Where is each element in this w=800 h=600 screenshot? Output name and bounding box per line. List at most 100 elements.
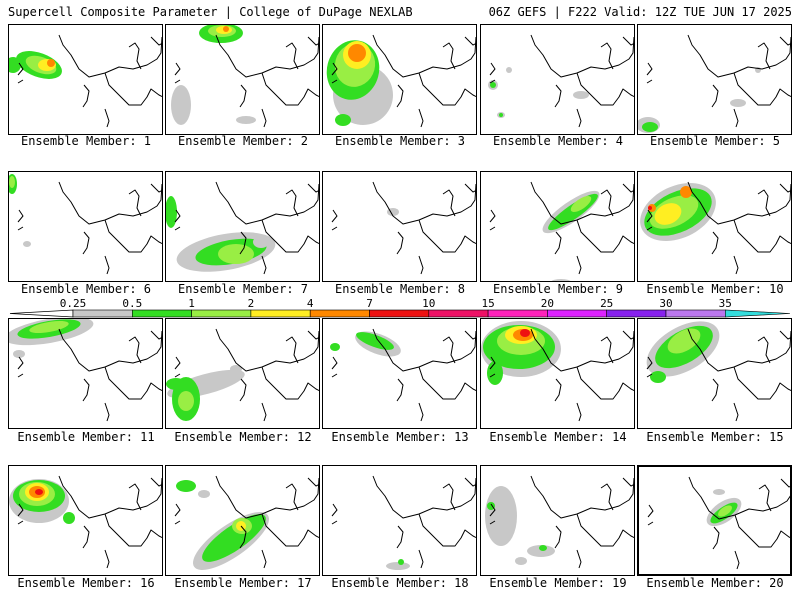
ensemble-member-label: Ensemble Member: 13: [331, 430, 469, 444]
coastline-segment: [239, 525, 247, 549]
coastline-segment: [576, 549, 582, 569]
coastline-outline: [174, 475, 319, 569]
coastline-outline: [331, 181, 476, 275]
coastline-segment: [530, 34, 634, 78]
ensemble-member-label: Ensemble Member: 5: [649, 134, 781, 148]
map-canvas: [647, 476, 790, 570]
ensemble-member-label: Ensemble Member: 4: [492, 134, 624, 148]
ensemble-map-panel: [165, 465, 320, 576]
scp-contour-fill: [539, 545, 547, 551]
scp-contour-fill: [485, 486, 517, 546]
coastline-segment: [150, 183, 162, 193]
coastline-segment: [554, 378, 562, 402]
scp-contour-fill: [551, 279, 571, 281]
colorbar-tick-label: 0.25: [60, 298, 87, 310]
coastline-segment: [128, 42, 142, 70]
scp-contour-fill: [490, 82, 496, 88]
map-canvas: [485, 475, 634, 569]
coastline-segment: [554, 525, 562, 549]
ensemble-member-label: Ensemble Member: 16: [17, 576, 155, 590]
coastline-outline: [174, 328, 319, 422]
ensemble-map-panel: [322, 465, 477, 576]
coastline-segment: [757, 42, 771, 70]
colorbar-legend: 0.25 0.5 1 2 4 7 10 15 20 25 30 35: [8, 298, 792, 326]
ensemble-map-panel: [8, 171, 163, 282]
coastline-segment: [104, 72, 162, 106]
colorbar-swatch: [606, 309, 667, 318]
colorbar-swatch: [250, 309, 311, 318]
scp-contour-fill: [13, 350, 25, 358]
coastline-segment: [82, 525, 90, 549]
ensemble-member-label: Ensemble Member: 14: [489, 430, 627, 444]
coastline-segment: [646, 209, 653, 231]
scp-contour-fill: [166, 196, 177, 228]
ensemble-map-panel: [480, 318, 635, 429]
scp-contour-fill: [253, 236, 269, 248]
coastline-segment: [418, 108, 424, 128]
coastline-outline: [489, 475, 634, 569]
coastline-segment: [261, 255, 267, 275]
coastline-segment: [174, 503, 181, 525]
scp-contour-fill: [648, 206, 652, 210]
coastline-segment: [285, 336, 299, 364]
coastline-segment: [576, 366, 634, 400]
ensemble-map-panel: [165, 318, 320, 429]
coastline-segment: [104, 366, 162, 400]
ensemble-map-panel: [480, 171, 635, 282]
colorbar-right-arrow: [724, 309, 791, 318]
coastline-segment: [215, 475, 319, 519]
coastline-outline: [489, 328, 634, 422]
coastline-segment: [712, 526, 720, 550]
coastline-outline: [646, 328, 791, 422]
scp-contour-fill: [654, 203, 682, 225]
coastline-segment: [600, 189, 614, 217]
coastline-outline: [174, 34, 319, 128]
coastline-segment: [128, 483, 142, 511]
coastline-segment: [307, 330, 319, 340]
coastline-segment: [418, 513, 476, 547]
coastline-segment: [372, 34, 476, 78]
map-canvas: [166, 181, 319, 275]
coastline-segment: [17, 209, 24, 231]
coastline-segment: [464, 183, 476, 193]
colorbar-tick-label: 30: [659, 298, 672, 310]
coastline-segment: [331, 62, 338, 84]
scp-contour-fill: [218, 244, 254, 264]
map-canvas: [331, 475, 476, 570]
coastline-segment: [733, 255, 739, 275]
colorbar-tick-label: 25: [600, 298, 613, 310]
coastline-segment: [285, 189, 299, 217]
coastline-outline: [17, 181, 162, 275]
coastline-segment: [733, 219, 791, 253]
scp-contour-fill: [667, 328, 701, 354]
coastline-segment: [622, 330, 634, 340]
scp-contour-fill: [29, 320, 69, 334]
scp-contour-fill: [348, 44, 366, 62]
coastline-segment: [733, 108, 739, 128]
coastline-segment: [307, 36, 319, 46]
coastline-segment: [489, 209, 496, 231]
map-canvas: [9, 319, 162, 422]
coastline-outline: [646, 34, 791, 128]
coastline-segment: [261, 219, 319, 253]
coastline-segment: [464, 330, 476, 340]
scp-contour-fill: [650, 371, 666, 383]
coastline-segment: [489, 503, 496, 525]
coastline-segment: [331, 503, 338, 525]
coastline-segment: [622, 36, 634, 46]
map-canvas: [330, 328, 476, 422]
coastline-segment: [82, 231, 90, 255]
coastline-segment: [530, 181, 634, 225]
coastline-segment: [733, 366, 791, 400]
map-canvas: [9, 34, 162, 128]
coastline-segment: [396, 378, 404, 402]
map-canvas: [9, 475, 162, 569]
colorbar-tick-label: 10: [422, 298, 435, 310]
scp-contour-fill: [176, 480, 196, 492]
scp-contour-fill: [198, 490, 210, 498]
coastline-outline: [331, 328, 476, 422]
ensemble-member-label: Ensemble Member: 19: [489, 576, 627, 590]
map-canvas: [640, 181, 791, 275]
coastline-segment: [239, 378, 247, 402]
coastline-segment: [372, 328, 476, 372]
